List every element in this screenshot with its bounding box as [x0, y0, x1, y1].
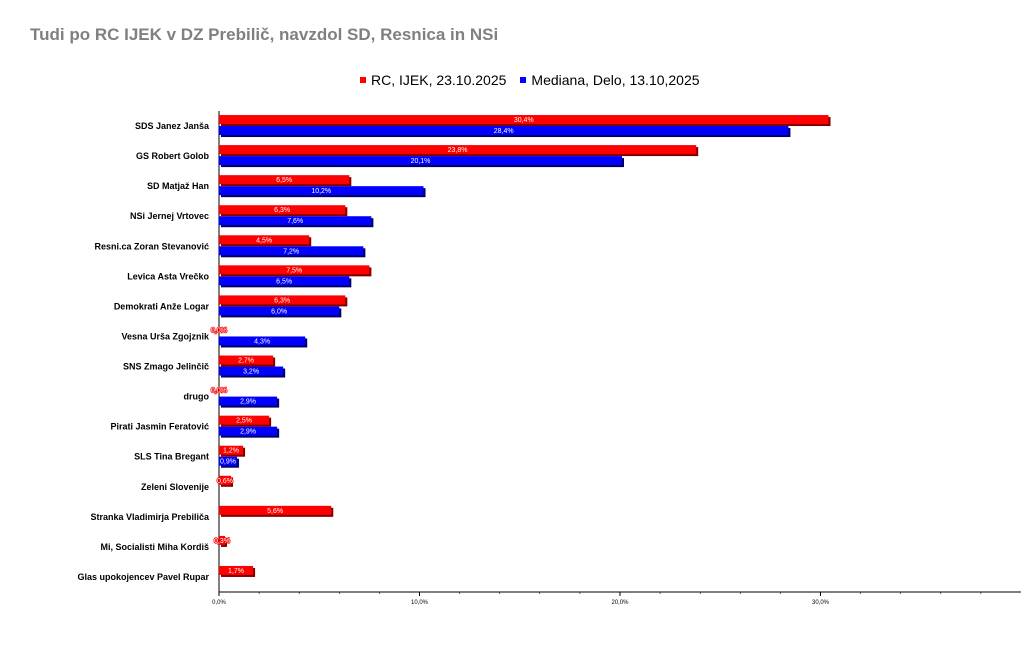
data-label: 23,8%: [448, 147, 468, 154]
legend-item-series-2: Mediana, Delo, 13.10,2025: [520, 72, 700, 88]
bar-series-2: [219, 306, 340, 316]
data-label: 0,0%: [211, 327, 227, 334]
category-label: SLS Tina Bregant: [134, 452, 209, 462]
bar-series-2: [219, 156, 623, 166]
data-label: 7,2%: [283, 248, 299, 255]
bar-series-1: [219, 295, 346, 305]
data-label: 6,5%: [276, 177, 292, 184]
data-label: 5,6%: [267, 508, 283, 515]
category-label: Glas upokojencev Pavel Rupar: [77, 572, 209, 582]
data-label: 0,0%: [211, 388, 227, 395]
data-label: 1,2%: [223, 448, 239, 455]
bar-series-1: [219, 565, 254, 575]
legend: RC, IJEK, 23.10.2025 Mediana, Delo, 13.1…: [360, 72, 700, 88]
data-label: 6,0%: [271, 308, 287, 315]
data-label: 4,3%: [254, 338, 270, 345]
category-label: Stranka Vladimirja Prebiliča: [90, 512, 210, 522]
bar-series-1: [219, 475, 232, 485]
x-tick-label: 30,0%: [812, 600, 830, 606]
bar-series-2: [219, 246, 364, 256]
data-label: 0,3%: [214, 538, 230, 545]
data-label: 2,9%: [240, 399, 256, 406]
x-tick-label: 20,0%: [611, 600, 629, 606]
bar-series-2: [219, 336, 306, 346]
bar-series-2: [219, 216, 372, 226]
data-label: 10,2%: [311, 188, 331, 195]
data-label: 3,2%: [243, 369, 259, 376]
data-label: 6,5%: [276, 278, 292, 285]
data-label: 6,3%: [274, 207, 290, 214]
bar-series-1: [219, 235, 310, 245]
category-label: SNS Zmago Jelinčič: [123, 362, 209, 372]
category-label: drugo: [184, 392, 210, 402]
category-label: SDS Janez Janša: [135, 121, 210, 131]
bar-series-2: [219, 456, 238, 466]
data-label: 20,1%: [411, 158, 431, 165]
data-label: 4,5%: [256, 237, 272, 244]
data-label: 2,5%: [236, 418, 252, 425]
legend-item-series-1: RC, IJEK, 23.10.2025: [360, 72, 506, 88]
category-label: GS Robert Golob: [136, 151, 210, 161]
bar-series-1: [219, 445, 244, 455]
bar-series-1: [219, 505, 332, 515]
category-label: SD Matjaž Han: [147, 181, 209, 191]
category-label: Levica Asta Vrečko: [127, 271, 209, 281]
legend-label-series-2: Mediana, Delo, 13.10,2025: [531, 72, 700, 88]
data-label: 7,6%: [287, 218, 303, 225]
bar-series-1: [219, 145, 697, 155]
data-label: 0,6%: [217, 478, 233, 485]
category-label: Vesna Urša Zgojznik: [121, 331, 210, 341]
chart-title: Tudi po RC IJEK v DZ Prebilič, navzdol S…: [30, 25, 499, 44]
data-label: 30,4%: [514, 117, 534, 124]
bar-series-1: [219, 175, 350, 185]
data-label: 7,5%: [286, 267, 302, 274]
category-label: NSi Jernej Vrtovec: [130, 211, 209, 221]
category-label: Mi, Socialisti Miha Kordiš: [100, 542, 209, 552]
bar-series-1: [219, 265, 370, 275]
x-tick-label: 0,0%: [212, 600, 226, 606]
category-label: Demokrati Anže Logar: [114, 301, 210, 311]
category-label: Pirati Jasmin Feratović: [110, 422, 209, 432]
bar-series-2: [219, 366, 284, 376]
data-label: 6,3%: [274, 297, 290, 304]
legend-swatch-series-2: [520, 77, 527, 83]
data-label: 28,4%: [494, 128, 514, 135]
data-label: 2,7%: [238, 358, 254, 365]
data-label: 2,9%: [240, 429, 256, 436]
bar-series-2: [219, 426, 278, 436]
x-tick-label: 10,0%: [411, 600, 429, 606]
legend-swatch-series-1: [360, 77, 366, 83]
bar-series-1: [219, 535, 226, 545]
legend-label-series-1: RC, IJEK, 23.10.2025: [371, 72, 507, 88]
category-label: Resni.ca Zoran Stevanović: [94, 241, 209, 251]
bar-series-1: [219, 205, 346, 215]
bar-series-1: [219, 115, 829, 125]
data-label: 0,9%: [220, 459, 236, 466]
category-label: Zeleni Slovenije: [141, 482, 209, 492]
bar-series-1: [219, 355, 274, 365]
bar-series-2: [219, 396, 278, 406]
bar-series-2: [219, 126, 789, 136]
bar-series-2: [219, 276, 350, 286]
bar-series-2: [219, 186, 424, 196]
data-label: 1,7%: [228, 568, 244, 575]
bar-series-1: [219, 415, 270, 425]
